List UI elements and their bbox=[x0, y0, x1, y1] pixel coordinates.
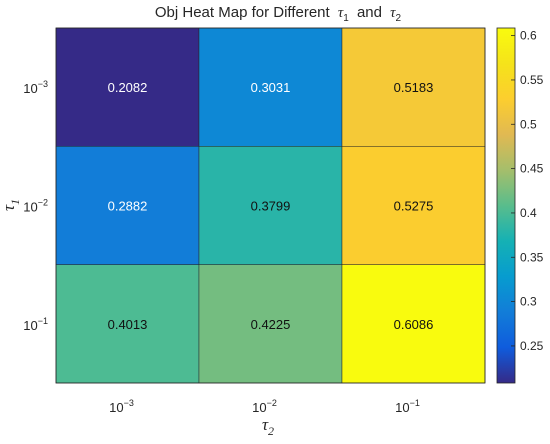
chart-title-tau1: τ bbox=[338, 5, 344, 21]
plot-frame bbox=[55, 27, 486, 384]
cell-value-label-r0-c2: 0.5183 bbox=[394, 80, 434, 95]
cell-value-label-r0-c0: 0.2082 bbox=[108, 80, 148, 95]
colorbar-ticks: 0.25 0.3 0.35 0.4 0.45 0.5 0.55 0.6 bbox=[511, 29, 544, 353]
heatmap-cell-r1-c1 bbox=[198, 146, 343, 265]
y-tick-label-0: 10−3 bbox=[23, 79, 48, 96]
chart-title-and: and bbox=[357, 4, 382, 21]
chart-title-text: Obj Heat Map for Different bbox=[155, 4, 331, 21]
chart-title-tau2-sub: 2 bbox=[396, 13, 402, 24]
cell-value-label-r2-c2: 0.6086 bbox=[394, 317, 434, 332]
heatmap-cell-r0-c2 bbox=[341, 27, 486, 147]
colorbar-tick-label-5: 0.5 bbox=[520, 117, 537, 131]
heatmap-cells: 0.2082 0.3031 0.5183 0.2882 0.3799 0.5275 0.40… bbox=[55, 27, 486, 384]
heatmap-cell-r1-c2 bbox=[341, 146, 486, 265]
x-axis-label: τ2 bbox=[262, 415, 274, 438]
y-tick-label-1: 10−2 bbox=[23, 198, 48, 215]
x-tick-labels: 10−3 10−2 10−1 bbox=[109, 398, 420, 415]
cell-value-label-r2-c1: 0.4225 bbox=[251, 317, 291, 332]
heatmap-cell-r1-c0 bbox=[55, 146, 200, 265]
x-tick-label-2: 10−1 bbox=[395, 398, 420, 415]
x-tick-label-1: 10−2 bbox=[252, 398, 277, 415]
cell-value-label-r0-c1: 0.3031 bbox=[251, 80, 291, 95]
heatmap-cell-r2-c1 bbox=[198, 264, 343, 384]
colorbar-tick-label-4: 0.45 bbox=[520, 162, 544, 176]
y-tick-labels: 10−3 10−2 10−1 bbox=[23, 79, 48, 333]
y-axis-label: τ1 bbox=[0, 199, 22, 211]
colorbar-tick-label-2: 0.35 bbox=[520, 250, 544, 264]
y-axis-label-sub: 1 bbox=[8, 199, 22, 205]
chart-title-tau1-sub: 1 bbox=[343, 13, 349, 24]
heatmap-cell-r2-c0 bbox=[55, 264, 200, 384]
y-axis-label-symbol: τ bbox=[0, 204, 18, 211]
cell-value-label-r2-c0: 0.4013 bbox=[108, 317, 148, 332]
chart-title: Obj Heat Map for Different τ1 and τ2 bbox=[155, 4, 402, 25]
chart-title-tau2: τ bbox=[390, 5, 396, 21]
colorbar-tick-label-6: 0.55 bbox=[520, 73, 544, 87]
x-axis-label-sub: 2 bbox=[268, 424, 274, 438]
colorbar-tick-label-7: 0.6 bbox=[520, 29, 537, 43]
cell-value-label-r1-c0: 0.2882 bbox=[108, 199, 148, 214]
colorbar bbox=[496, 27, 516, 384]
x-tick-label-0: 10−3 bbox=[109, 398, 134, 415]
colorbar-tick-label-3: 0.4 bbox=[520, 206, 537, 220]
heatmap-cell-r0-c0 bbox=[55, 27, 200, 147]
colorbar-tick-label-0: 0.25 bbox=[520, 339, 544, 353]
y-tick-label-2: 10−1 bbox=[23, 316, 48, 333]
x-axis-label-symbol: τ bbox=[262, 415, 269, 434]
cell-value-label-r1-c2: 0.5275 bbox=[394, 199, 434, 214]
heatmap-cell-r0-c1 bbox=[198, 27, 343, 147]
cell-value-label-r1-c1: 0.3799 bbox=[251, 199, 291, 214]
colorbar-tick-label-1: 0.3 bbox=[520, 295, 537, 309]
